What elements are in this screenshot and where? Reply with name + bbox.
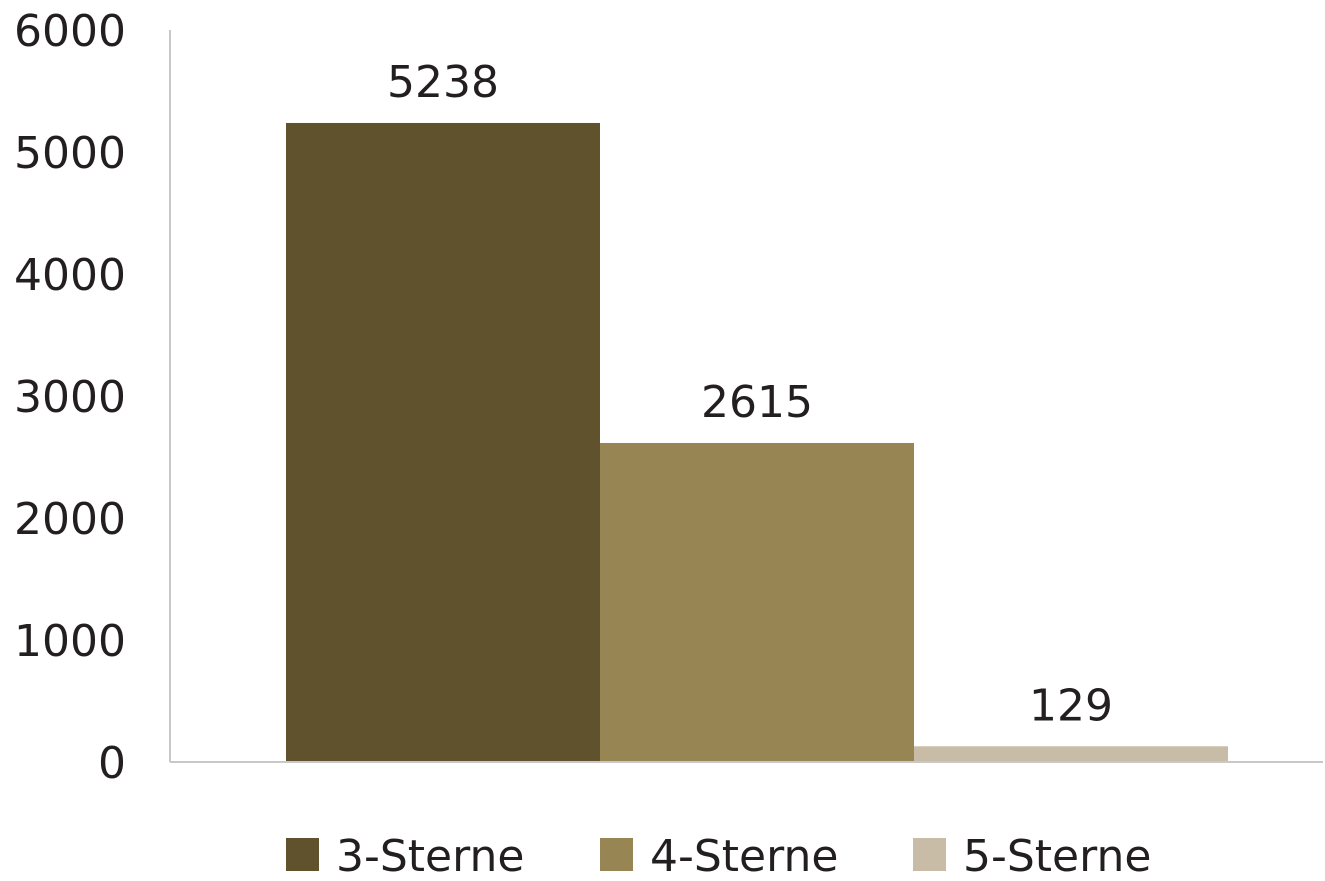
- bar-group: [286, 122, 1228, 763]
- y-tick-label: 5000: [14, 128, 126, 179]
- y-tick-label: 1000: [14, 616, 126, 667]
- data-label: 129: [1029, 680, 1113, 731]
- y-tick-label: 4000: [14, 250, 126, 301]
- data-label: 5238: [387, 57, 499, 108]
- legend-label: 4-Sterne: [650, 831, 838, 877]
- data-label: 2615: [701, 377, 813, 428]
- y-tick-label: 2000: [14, 494, 126, 545]
- legend-swatch: [913, 838, 946, 871]
- axes: [169, 30, 1323, 763]
- y-axis-tick-labels: 0 1000 2000 3000 4000 5000 6000: [14, 6, 126, 789]
- legend-label: 3-Sterne: [336, 831, 524, 877]
- legend-label: 5-Sterne: [963, 831, 1151, 877]
- bar-3-sterne: [286, 122, 600, 763]
- legend-swatch: [600, 838, 633, 871]
- y-tick-label: 6000: [14, 6, 126, 57]
- y-tick-label: 3000: [14, 372, 126, 423]
- data-labels: 5238 2615 129: [387, 57, 1113, 731]
- legend-swatch: [286, 838, 319, 871]
- bar-5-sterne: [914, 746, 1228, 762]
- y-tick-label: 0: [98, 738, 126, 789]
- bar-4-sterne: [600, 442, 914, 762]
- legend: 3-Sterne 4-Sterne 5-Sterne: [286, 831, 1151, 881]
